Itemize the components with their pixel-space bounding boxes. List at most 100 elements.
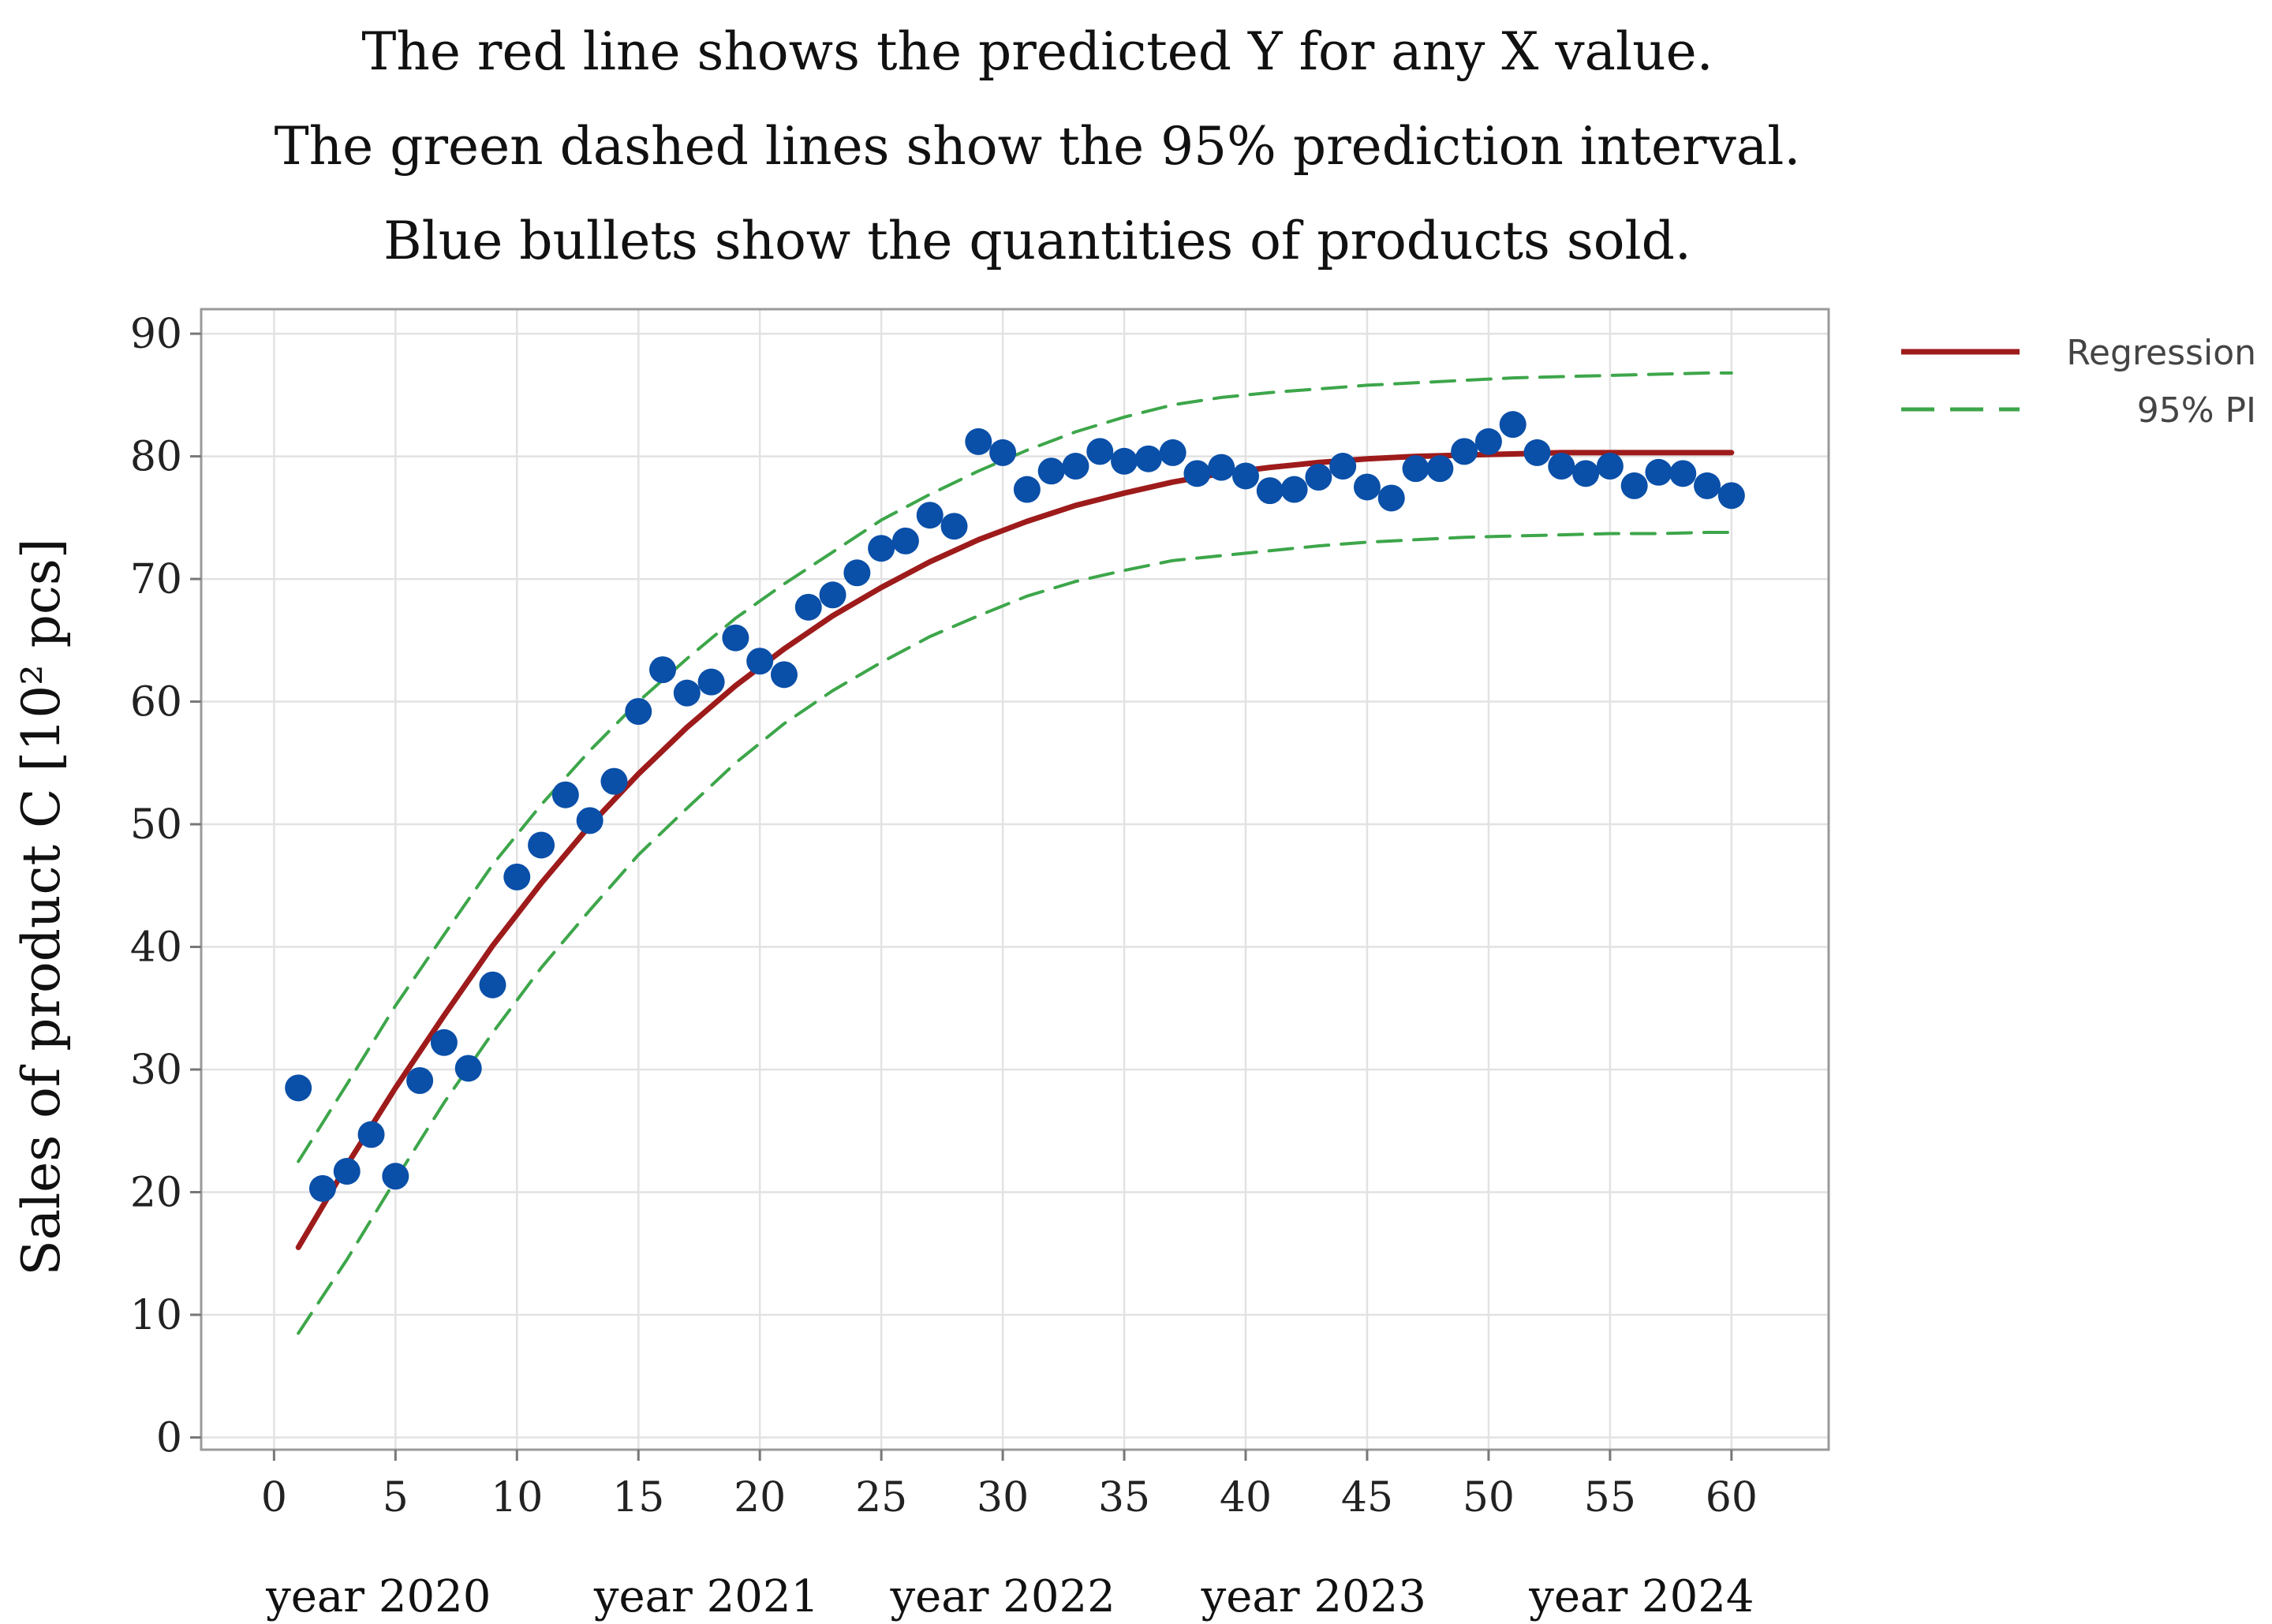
y-tick-label: 20 [130, 1169, 182, 1216]
sales-point [1645, 458, 1672, 486]
sales-point [1062, 453, 1089, 480]
sales-point [697, 668, 725, 696]
title-line-1: The red line shows the predicted Y for a… [361, 21, 1713, 82]
sales-point [649, 656, 677, 684]
plot-frame [200, 308, 1830, 1451]
y-tick-label: 60 [130, 679, 182, 726]
sales-point [770, 661, 798, 689]
sales-point [916, 502, 944, 529]
sales-point [430, 1029, 458, 1056]
sales-point [357, 1121, 385, 1148]
sales-point [868, 535, 895, 562]
legend-interval-label: 95% PI [2137, 390, 2256, 431]
y-tick-label: 30 [130, 1047, 182, 1094]
sales-point [965, 427, 992, 455]
year-label: year 2024 [1528, 1571, 1754, 1622]
y-tick-label: 70 [130, 556, 182, 603]
x-tick-label: 50 [1463, 1474, 1515, 1521]
sales-point [1694, 472, 1721, 499]
year-label: year 2021 [593, 1571, 819, 1622]
axes: 0 5 10 15 20 25 30 35 40 45 50 55 60 0 10 20 30 40 50 60 70 8… [130, 308, 1830, 1521]
sales-point [1620, 472, 1648, 499]
regression-line [295, 450, 1735, 1250]
sales-point [1451, 438, 1478, 465]
sales-point [1499, 411, 1526, 439]
x-tick-label: 40 [1220, 1474, 1272, 1521]
sales-point [308, 1174, 336, 1202]
sales-point [625, 697, 652, 725]
title-line-3: Blue bullets show the quantities of prod… [383, 211, 1691, 271]
legend: Regression 95% PI [1901, 333, 2256, 431]
y-tick-label: 40 [130, 924, 182, 972]
sales-point [382, 1163, 409, 1190]
y-tick-label: 0 [156, 1414, 182, 1462]
sales-point [819, 581, 846, 609]
x-tick-label: 10 [491, 1474, 543, 1521]
sales-point [1329, 453, 1357, 480]
y-tick-label: 10 [130, 1292, 182, 1339]
sales-point [1208, 454, 1235, 481]
x-tick-label: 35 [1098, 1474, 1150, 1521]
sales-point [1669, 460, 1697, 487]
sales-point [1183, 460, 1211, 487]
prediction-interval-line [297, 531, 1733, 1335]
prediction-interval-line [297, 371, 1733, 1163]
sales-point [600, 767, 628, 795]
sales-point [406, 1066, 434, 1094]
y-tick-label: 80 [130, 434, 182, 481]
sales-point [1377, 484, 1405, 512]
x-tick-label: 30 [977, 1474, 1029, 1521]
sales-point [1111, 447, 1138, 475]
x-tick-label: 60 [1706, 1474, 1758, 1521]
year-label: year 2020 [265, 1571, 491, 1622]
year-label: year 2023 [1201, 1571, 1426, 1622]
year-labels: year 2020 year 2021 year 2022 year 2023 year… [265, 1571, 1754, 1622]
sales-point [1232, 462, 1260, 490]
sales-point [528, 831, 555, 859]
sales-point [285, 1074, 312, 1102]
sales-point [576, 807, 604, 834]
sales-point [746, 648, 774, 675]
sales-point [1402, 455, 1429, 483]
sales-point [551, 781, 579, 808]
sales-point [1523, 439, 1551, 466]
sales-point [989, 439, 1017, 466]
sales-point [794, 593, 822, 621]
x-tick-label: 25 [855, 1474, 907, 1521]
x-tick-label: 45 [1341, 1474, 1393, 1521]
chart-title: The red line shows the predicted Y for a… [275, 21, 1801, 271]
sales-point [1474, 427, 1502, 455]
title-line-2: The green dashed lines show the 95% pred… [275, 116, 1801, 177]
y-axis-label: Sales of product C [10² pcs] [11, 539, 72, 1276]
year-label: year 2022 [889, 1571, 1115, 1622]
y-tick-label: 50 [130, 801, 182, 849]
sales-point [1086, 438, 1114, 465]
x-tick-label: 20 [734, 1474, 786, 1521]
series [295, 371, 1735, 1335]
sales-point [1548, 453, 1575, 480]
sales-point [333, 1158, 361, 1185]
sales-point [843, 559, 871, 587]
sales-point [1596, 453, 1624, 480]
x-tick-label: 0 [261, 1474, 287, 1521]
sales-point [1280, 476, 1308, 503]
sales-point [673, 679, 701, 707]
sales-point [454, 1055, 482, 1082]
x-tick-label: 15 [612, 1474, 664, 1521]
sales-point [1037, 457, 1065, 485]
sales-point [1717, 482, 1745, 510]
x-tick-label: 55 [1584, 1474, 1636, 1521]
data-points [285, 411, 1745, 1202]
sales-point [1134, 445, 1162, 472]
legend-regression-label: Regression [2066, 333, 2256, 373]
sales-point [479, 971, 506, 999]
sales-point [1426, 455, 1454, 483]
sales-point [1305, 464, 1332, 491]
sales-point [1353, 473, 1381, 501]
sales-point [1256, 477, 1284, 505]
x-tick-label: 5 [383, 1474, 409, 1521]
sales-point [1572, 460, 1600, 487]
sales-point [940, 513, 968, 540]
